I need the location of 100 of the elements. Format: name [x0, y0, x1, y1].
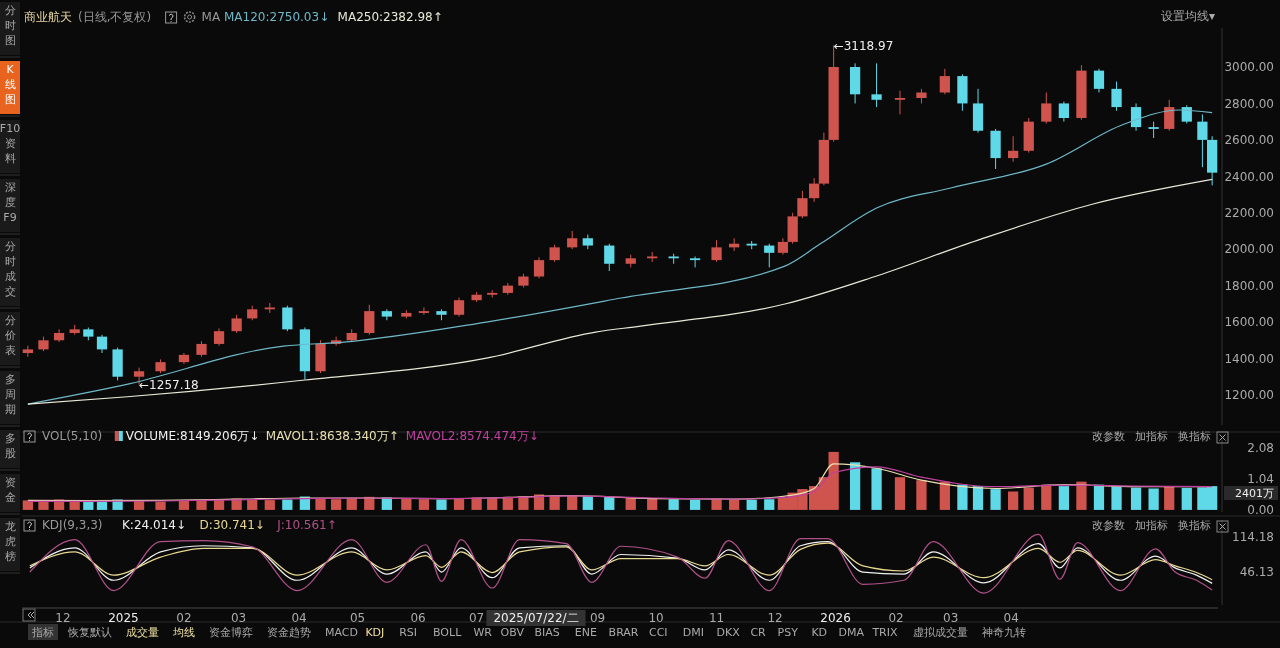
text: DKX: [716, 626, 741, 639]
bar: [315, 498, 326, 510]
text: BOLL: [433, 626, 463, 639]
bar: [1023, 487, 1034, 510]
candlestick: [1164, 99, 1175, 132]
text: 2025/07/22/二: [493, 611, 579, 625]
candlestick: [1058, 101, 1069, 123]
bar: [1058, 486, 1069, 510]
text: MA120:2750.03↓: [224, 10, 330, 24]
y-tick-label: 2200.00: [1224, 205, 1274, 220]
legend-title: KDJ(9,3,3): [42, 518, 103, 532]
bar: [178, 500, 190, 510]
x-tick-label: 02: [176, 611, 192, 625]
bar: [689, 499, 701, 510]
bar: [764, 499, 775, 510]
bar: [22, 500, 33, 510]
annotation: 加指标: [1135, 430, 1168, 443]
text: K线图: [4, 63, 16, 106]
annotation: 改参数: [1092, 430, 1125, 443]
text: 深度F9: [3, 181, 17, 224]
bar: [871, 468, 882, 510]
text: MA250:2382.98↑: [337, 10, 443, 24]
text: MAVOL2:8574.474万↓: [405, 429, 539, 443]
bar: [264, 500, 275, 510]
chart-title: 商业航天: [24, 10, 72, 24]
text: CR: [750, 626, 767, 639]
bar: [647, 498, 658, 510]
series-label: D:30.741↓: [199, 518, 265, 532]
bar: [957, 484, 968, 510]
text: 恢复默认: [67, 626, 112, 639]
text: RSI: [399, 626, 418, 639]
y-tick-label: 1400.00: [1224, 351, 1274, 366]
bar: [155, 501, 166, 510]
bar: [729, 499, 740, 510]
bar: [1148, 488, 1159, 510]
bar: [196, 500, 207, 510]
y-tick-label: 1800.00: [1224, 278, 1274, 293]
x-tick-label: 10: [648, 611, 664, 625]
candlestick: [894, 90, 906, 115]
annotation: ←3118.97: [833, 38, 894, 53]
text: WR: [473, 626, 493, 639]
candlestick: [1041, 92, 1052, 124]
text: BIAS: [534, 626, 560, 639]
text: 神奇九转: [981, 626, 1026, 639]
bar: [436, 499, 447, 510]
candlestick: [764, 243, 775, 268]
candlestick: [282, 305, 293, 332]
text: DMA: [838, 626, 865, 639]
x-tick-label: 04: [1003, 611, 1019, 625]
bar: [1093, 484, 1105, 510]
bar: [1076, 481, 1087, 510]
bar: [346, 498, 357, 510]
candlestick: [453, 296, 465, 318]
bar: [1181, 487, 1192, 510]
x-tick-label: 09: [589, 611, 606, 625]
bar: [331, 499, 342, 510]
bar: [916, 480, 927, 510]
candlestick: [1008, 135, 1019, 163]
annotation: 换指标: [1178, 430, 1211, 443]
annotation: ←1257.18: [139, 377, 199, 392]
y-tick-label: 1200.00: [1224, 388, 1274, 403]
text: 资金博弈: [209, 626, 253, 639]
bar: [668, 499, 679, 510]
text: PSY: [777, 626, 799, 639]
text: 2401万: [1235, 487, 1274, 500]
text: MACD: [325, 626, 358, 639]
x-tick-label: 02: [888, 611, 904, 625]
candlestick: [53, 328, 65, 343]
bar: [487, 498, 498, 510]
x-tick-label: 12: [767, 611, 783, 625]
candlestick: [809, 177, 820, 203]
y-tick-label: 2400.00: [1224, 169, 1274, 184]
chart-subtitle: (日线,不复权): [78, 10, 152, 24]
text: F10资料: [0, 122, 21, 165]
bar: [282, 499, 293, 510]
series-label: K:24.014↓: [122, 518, 186, 532]
text: DMI: [682, 626, 705, 639]
text: 均线: [172, 626, 195, 639]
x-tick-label: 2025: [108, 611, 139, 625]
bar: [711, 498, 722, 510]
x-tick-label: 11: [708, 611, 725, 625]
line-series: [27, 178, 1213, 405]
bar: [604, 496, 615, 510]
candlestick: [1130, 102, 1142, 132]
text: 成交量: [126, 626, 159, 639]
text: 分时成交: [4, 240, 16, 298]
text: KD: [811, 626, 828, 639]
text: 资金趋势: [267, 626, 311, 639]
text: ENE: [574, 626, 597, 639]
bar: [533, 494, 545, 510]
bar: [1164, 486, 1175, 510]
candlestick: [1111, 81, 1122, 112]
text: 分价表: [3, 314, 16, 357]
bar: [247, 499, 258, 510]
legend-title: VOL(5,10): [42, 429, 103, 443]
bar: [746, 499, 757, 510]
candlestick: [711, 239, 722, 263]
text: 设置均线▾: [1160, 9, 1215, 23]
y-tick-label: 2800.00: [1224, 96, 1274, 111]
annotation: 改参数: [1092, 519, 1125, 532]
